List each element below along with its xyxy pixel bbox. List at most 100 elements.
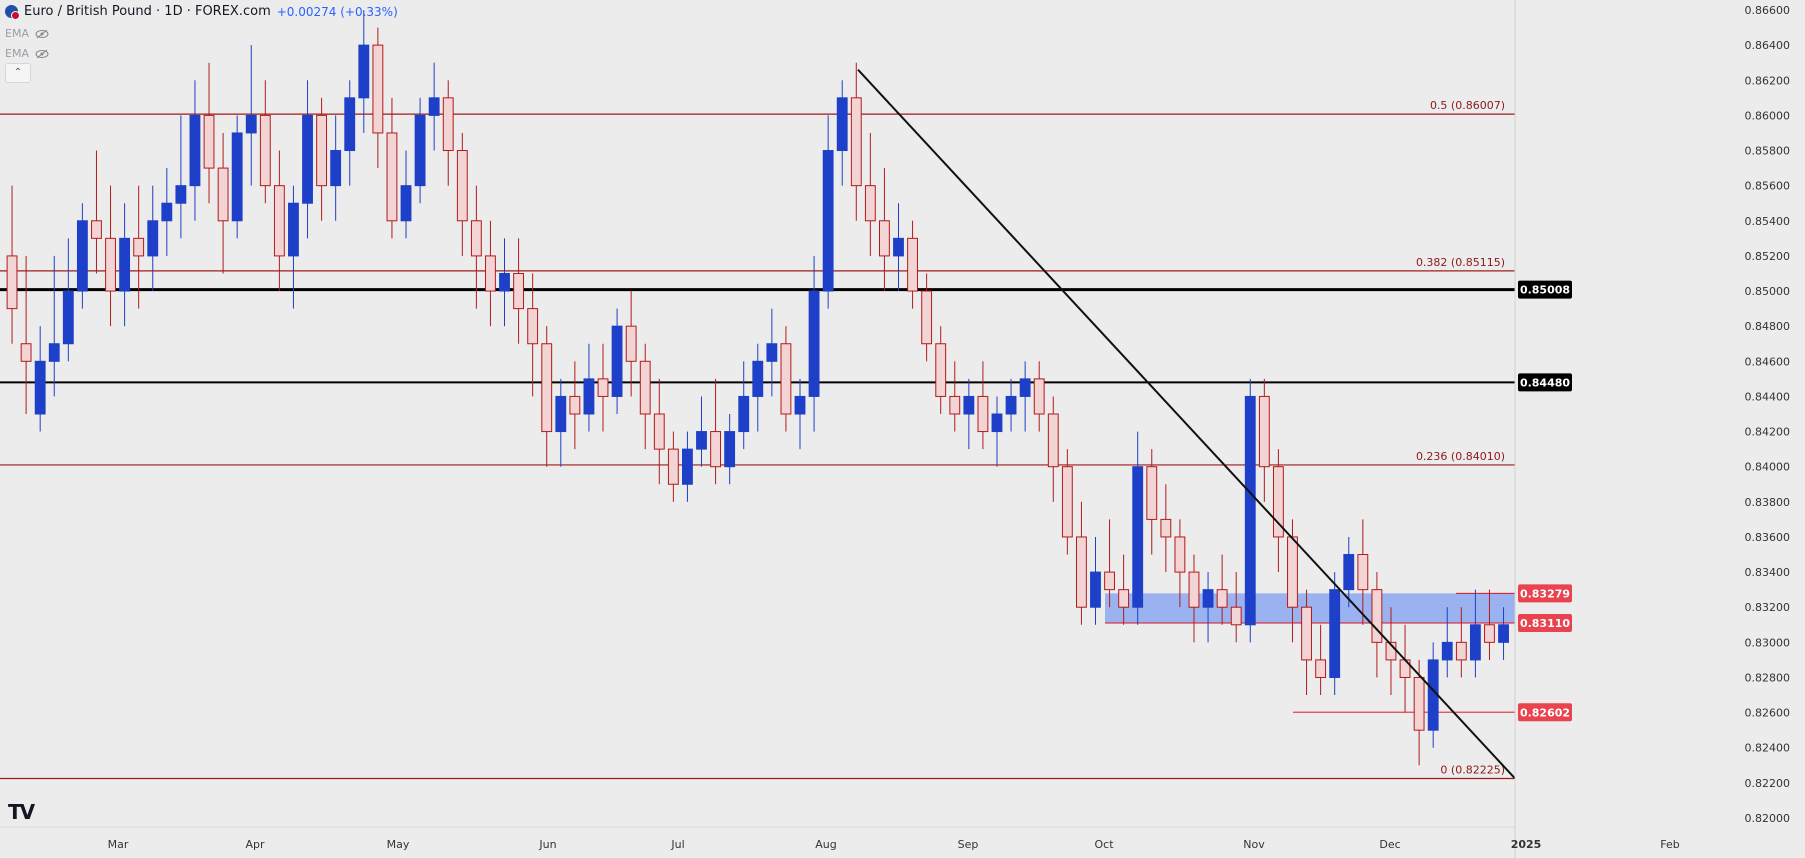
candle-down [485,255,496,292]
candle-down [1146,466,1158,520]
tradingview-logo: TV [8,800,35,824]
time-tick-label: 2025 [1511,838,1542,851]
price-tick-label: 0.82000 [1745,812,1791,825]
candle-down [1216,589,1228,608]
candle-up [1469,624,1481,661]
candle-up [499,272,510,292]
candle-up [400,185,412,222]
price-tag-083279: 0.83279 [1520,587,1570,600]
price-tag-083279-bg [1518,584,1572,603]
candle-up [34,360,46,415]
candle-up [48,343,60,362]
candle-down [1301,606,1312,661]
price-tick-label: 0.85400 [1745,215,1791,228]
price-tick-label: 0.82200 [1745,777,1791,790]
time-tick-label: Nov [1243,838,1265,851]
chevron-up-icon[interactable]: ⌃ [5,63,31,83]
candle-down [1413,676,1425,731]
price-tick-label: 0.86600 [1745,4,1791,17]
candle-up [231,132,243,222]
indicator-ema-1[interactable]: EMA [5,27,49,40]
time-tick-label: Dec [1379,838,1400,851]
price-tick-label: 0.85800 [1745,145,1791,158]
price-tick-label: 0.82600 [1745,707,1791,720]
price-tick-label: 0.85200 [1745,250,1791,263]
trendline [857,69,1516,780]
candle-down [133,237,145,257]
candle-down [527,308,539,345]
candle-up [147,220,159,257]
candle-down [456,150,468,222]
candle-down [667,448,679,485]
symbol-title: Euro / British Pound · 1D · FOREX.com [24,4,271,19]
time-tick-label: Aug [815,838,836,851]
time-tick-label: Sep [958,838,979,851]
candle-down [921,290,933,345]
symbol-header[interactable]: Euro / British Pound · 1D · FOREX.com +0… [5,4,398,20]
price-tick-label: 0.84000 [1745,461,1791,474]
price-tick-label: 0.83400 [1745,566,1791,579]
price-tick-label: 0.84600 [1745,355,1791,368]
time-tick-label: Jul [670,838,684,851]
candle-down [907,237,918,292]
candle-down [1371,589,1383,643]
price-tick-label: 0.84200 [1745,426,1791,439]
candle-down [105,237,116,292]
candle-up [414,114,426,187]
price-tick-label: 0.82800 [1745,671,1791,684]
price-tick-label: 0.83200 [1745,601,1791,614]
candle-up [752,360,764,397]
candle-down [372,44,384,134]
candle-down [1258,395,1270,468]
candle-up [1132,466,1144,608]
price-tick-label: 0.83000 [1745,636,1791,649]
fib-level-label: 0 (0.82225) [1440,763,1505,776]
candle-up [822,150,834,292]
candle-up [836,97,848,152]
price-tick-label: 0.83800 [1745,496,1791,509]
candle-down [470,220,482,257]
candle-up [175,185,187,204]
candle-down [597,378,609,397]
candle-down [273,185,285,257]
eye-hidden-icon[interactable] [35,49,49,59]
candle-down [1104,571,1115,591]
candle-up [189,114,201,187]
candle-down [653,413,665,450]
candle-down [639,360,651,415]
candle-up [963,395,975,415]
candle-down [217,167,229,222]
price-tick-label: 0.85600 [1745,180,1791,193]
indicator-ema-2[interactable]: EMA [5,47,49,60]
candle-down [259,114,271,187]
price-tag-083110: 0.83110 [1520,617,1570,630]
candle-down [1188,571,1200,608]
candle-up [330,150,342,187]
time-tick-label: Mar [108,838,129,851]
candle-up [344,97,356,152]
price-tick-label: 0.86200 [1745,74,1791,87]
indicator-label: EMA [5,27,29,40]
candle-up [555,395,567,433]
candle-up [682,448,693,485]
candle-down [386,132,398,222]
eye-hidden-icon[interactable] [35,29,49,39]
price-change: +0.00274 (+0.33%) [276,4,398,19]
fib-level-label: 0.382 (0.85115) [1416,256,1505,269]
price-tick-label: 0.86400 [1745,39,1791,52]
candle-down [1033,378,1045,415]
candle-down [780,343,792,415]
candle-up [1202,589,1214,608]
price-axis: 0.86600 0.86400 0.86200 0.86000 0.85800 0.856… [1514,0,1805,858]
fib-level-label: 0.236 (0.84010) [1416,450,1505,463]
candle-up [161,202,173,222]
price-tag-084480-bg [1518,373,1572,392]
candle-up [1329,589,1341,678]
candle-down [1455,641,1467,661]
candle-down [91,220,102,239]
candle-down [1118,589,1130,608]
candle-up [1244,395,1256,626]
price-tag-085008-bg [1518,280,1572,299]
candle-down [1230,606,1242,626]
